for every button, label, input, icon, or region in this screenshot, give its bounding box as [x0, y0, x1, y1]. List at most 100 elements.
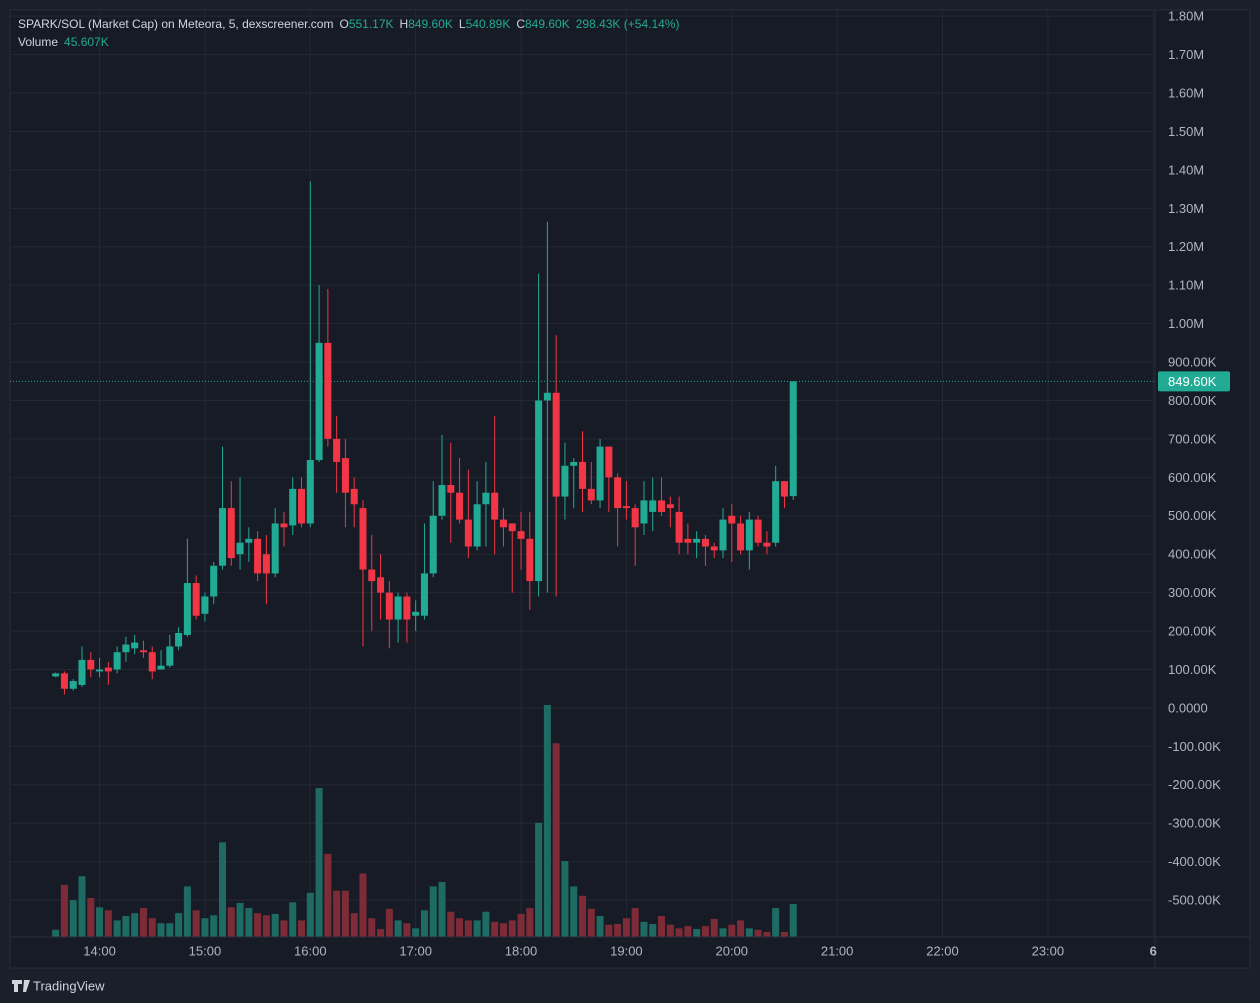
candle-body	[728, 515, 736, 524]
volume-bar	[587, 908, 595, 937]
candle-body	[87, 659, 95, 670]
volume-bar	[737, 920, 745, 937]
candle-body	[289, 488, 297, 526]
candle-body	[412, 611, 420, 616]
x-tick-label: 16:00	[294, 943, 327, 958]
grid	[10, 10, 1155, 937]
volume-bar	[262, 915, 270, 937]
candle-body	[104, 667, 112, 672]
candle-body	[535, 400, 543, 582]
y-tick-label: 700.00K	[1168, 431, 1217, 446]
candle-body	[210, 565, 218, 597]
y-tick-label: 1.40M	[1168, 162, 1204, 177]
candle-body	[359, 508, 367, 570]
volume-bar	[315, 788, 323, 937]
volume-bar	[96, 907, 104, 937]
candle-body	[298, 488, 306, 524]
volume-value: 45.607K	[64, 35, 109, 49]
candle-body	[675, 511, 683, 543]
y-tick-label: -100.00K	[1168, 739, 1221, 754]
candles	[52, 181, 797, 695]
volume-bar	[596, 916, 604, 937]
candle-body	[658, 500, 666, 512]
volume-bar	[183, 886, 191, 937]
volume-bar	[289, 902, 297, 937]
x-tick-label: 19:00	[610, 943, 643, 958]
candle-body	[666, 504, 674, 509]
volume-bar	[675, 928, 683, 937]
volume-bar	[254, 913, 262, 937]
x-tick-label: 23:00	[1032, 943, 1065, 958]
candle-body	[456, 492, 464, 520]
legend-key: O	[339, 17, 348, 31]
volume-bar	[438, 882, 446, 937]
x-tick-label: 17:00	[399, 943, 432, 958]
volume-bar	[69, 900, 77, 937]
y-tick-label: 500.00K	[1168, 508, 1217, 523]
legend-value: 849.60K	[408, 17, 453, 31]
candle-body	[350, 488, 358, 505]
candle-body	[148, 652, 156, 672]
axes: 1.80M 1.70M 1.60M 1.50M 1.40M 1.30M 1.20M 1.10M…	[83, 9, 1230, 958]
candle-body	[192, 583, 200, 616]
volume-bar	[631, 908, 639, 937]
volume-bar	[666, 924, 674, 937]
candle-body	[254, 538, 262, 574]
candle-body	[341, 458, 349, 493]
candle-body	[578, 461, 587, 489]
volume-bar	[359, 873, 367, 937]
volume-bar	[87, 897, 95, 937]
candle-body	[420, 573, 428, 616]
candle-body	[508, 523, 516, 532]
candle-body	[464, 519, 472, 547]
y-tick-label: -300.00K	[1168, 816, 1221, 831]
y-tick-label: 1.30M	[1168, 201, 1204, 216]
candle-body	[526, 538, 534, 582]
volume-bar	[491, 921, 499, 937]
volume-bar	[236, 903, 244, 937]
volume-bar	[456, 918, 464, 937]
volume-bar	[693, 929, 701, 937]
volume-bar	[350, 913, 358, 937]
x-tick-label: 15:00	[189, 943, 222, 958]
candle-body	[315, 342, 323, 461]
volume-bar	[148, 918, 156, 937]
volume-bar	[605, 924, 613, 937]
volume-bar	[780, 931, 788, 937]
candle-body	[737, 523, 745, 551]
candle-body	[517, 531, 525, 539]
volume-bar	[789, 904, 797, 937]
candle-body	[763, 542, 771, 547]
volume-bar	[175, 913, 183, 937]
candle-body	[183, 583, 191, 635]
candle-body	[561, 465, 569, 497]
candle-body	[631, 508, 639, 528]
volume-bar	[578, 895, 587, 937]
volume-bar	[552, 743, 560, 937]
legend-value: 849.60K	[525, 17, 570, 31]
candle-body	[139, 650, 147, 653]
legend-value: 540.89K	[466, 17, 511, 31]
candle-body	[543, 392, 551, 401]
y-tick-label: 1.10M	[1168, 278, 1204, 293]
candle-body	[236, 542, 244, 555]
candle-body	[157, 665, 165, 670]
volume-bar	[728, 924, 736, 937]
volume-bar	[719, 928, 727, 937]
candle-body	[52, 673, 60, 677]
y-tick-label: 1.50M	[1168, 124, 1204, 139]
volume-bar	[640, 921, 648, 937]
x-tick-label: 21:00	[821, 943, 854, 958]
x-tick-label: 18:00	[505, 943, 538, 958]
x-tick-label: 20:00	[715, 943, 748, 958]
last-price-label: 849.60K	[1168, 374, 1217, 389]
volume-bar	[701, 926, 709, 937]
y-tick-label: 800.00K	[1168, 393, 1217, 408]
y-tick-label: 900.00K	[1168, 354, 1217, 369]
y-tick-label: 600.00K	[1168, 470, 1217, 485]
volume-bar	[157, 923, 165, 937]
volume-bar	[649, 923, 657, 937]
candle-body	[447, 485, 455, 493]
candle-body	[587, 488, 595, 501]
